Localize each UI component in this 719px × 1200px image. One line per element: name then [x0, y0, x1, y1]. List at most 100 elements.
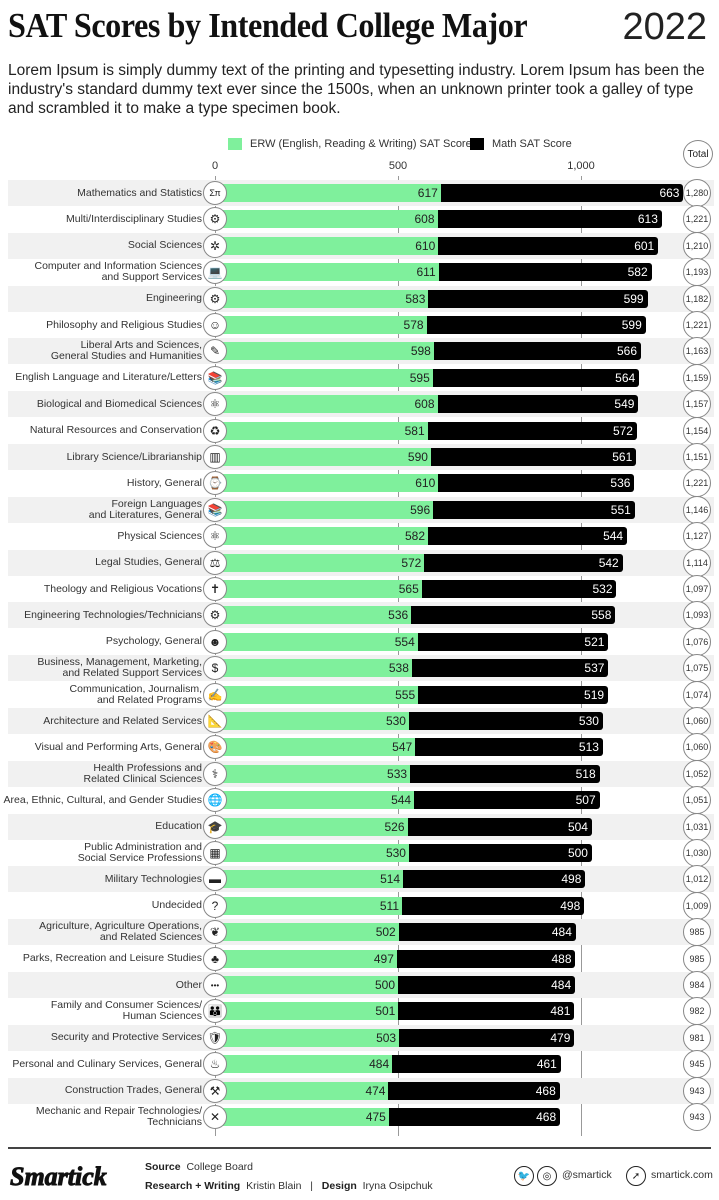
total-badge: 985 — [683, 918, 711, 947]
math-bar — [438, 474, 635, 493]
erw-value: 502 — [375, 925, 396, 940]
erw-value: 595 — [409, 370, 430, 385]
math-value: 542 — [598, 555, 619, 570]
major-label: Theology and Religious Vocations — [43, 582, 202, 595]
math-bar — [388, 1108, 561, 1126]
instagram-icon[interactable]: ◎ — [537, 1166, 557, 1186]
erw-value: 503 — [376, 1030, 397, 1045]
erw-bar — [215, 395, 438, 414]
total-badge: 981 — [683, 1023, 711, 1052]
math-value: 530 — [578, 714, 599, 728]
bar-row: Multi/Interdisciplinary Studies 608 613 ⚙ 1,… — [8, 205, 714, 234]
legend-math: Math SAT Score — [470, 138, 572, 150]
research-label: Research + Writing — [145, 1180, 241, 1192]
math-value: 544 — [603, 529, 624, 544]
math-bar — [430, 448, 637, 466]
major-label: Communication, Journalism, and Related P… — [69, 682, 202, 706]
major-label: Area, Ethnic, Cultural, and Gender Studi… — [3, 793, 202, 806]
credits: Research + Writing Kristin Blain | Desig… — [145, 1180, 433, 1192]
major-label: Military Technologies — [104, 872, 202, 885]
math-bar — [408, 712, 603, 730]
bar-row: Architecture and Related Services 530 530 📐… — [8, 707, 714, 735]
math-bar — [398, 923, 576, 942]
math-bar — [411, 606, 616, 625]
erw-value: 514 — [380, 872, 401, 887]
source-label: Source — [145, 1161, 181, 1173]
design-value: Iryna Osipchuk — [362, 1180, 433, 1192]
bar-row: History, General 610 536 ⌚ 1,221 — [8, 469, 714, 498]
major-label: Legal Studies, General — [95, 556, 202, 569]
website-link[interactable]: smartick.com — [651, 1169, 713, 1181]
major-label: Philosophy and Religious Studies — [46, 318, 202, 331]
math-value: 498 — [560, 898, 581, 913]
smartick-logo: Smartick — [10, 1162, 108, 1192]
bar-row: Construction Trades, General 474 468 ⚒ 943 — [8, 1076, 714, 1105]
math-value: 572 — [612, 423, 633, 438]
family-icon: 👪 — [203, 999, 227, 1024]
erw-value: 596 — [410, 502, 431, 517]
math-value: 564 — [615, 370, 636, 385]
math-value: 561 — [612, 450, 633, 464]
total-badge: 1,114 — [683, 548, 711, 577]
legend-label-erw: ERW (English, Reading & Writing) SAT Sco… — [250, 138, 472, 150]
network-icon: ✲ — [203, 233, 227, 258]
math-bar — [428, 527, 628, 546]
math-bar — [438, 263, 652, 282]
math-value: 479 — [550, 1030, 571, 1045]
math-bar — [426, 316, 646, 334]
total-badge: 984 — [683, 971, 711, 999]
erw-bar — [215, 606, 412, 625]
bar-row: Undecided 511 498? 1,009 — [8, 891, 714, 920]
math-value: 504 — [567, 819, 588, 834]
erw-bar — [215, 1081, 389, 1100]
math-value: 599 — [623, 291, 644, 306]
cross-icon: ✝ — [203, 577, 227, 601]
total-badge: 982 — [683, 997, 711, 1026]
erw-value: 608 — [414, 397, 435, 412]
total-header: Total — [683, 140, 713, 168]
footer-divider — [8, 1147, 711, 1149]
erw-bar — [215, 923, 399, 942]
major-label: History, General — [126, 476, 202, 489]
bar-row: Agriculture, Agriculture Operations, and… — [8, 918, 714, 947]
major-label: Multi/Interdisciplinary Studies — [66, 212, 202, 225]
math-value: 549 — [614, 397, 635, 412]
erw-bar — [215, 896, 403, 915]
erw-value: 581 — [404, 423, 425, 438]
building-person-icon: ▦ — [203, 841, 227, 865]
source-credit: Source College Board — [145, 1161, 253, 1173]
total-badge: 1,182 — [683, 284, 711, 313]
chef-icon: ♨ — [203, 1052, 227, 1077]
major-label: Undecided — [151, 899, 202, 912]
pen-book-icon: ✎ — [203, 339, 227, 364]
total-badge: 1,163 — [683, 337, 711, 366]
bar-row: Philosophy and Religious Studies 578 599 ☺ 1… — [8, 311, 714, 339]
twitter-icon[interactable]: 🐦 — [514, 1166, 534, 1186]
erw-value: 533 — [387, 766, 408, 781]
page-title: SAT Scores by Intended College Major — [8, 6, 528, 45]
total-badge: 1,159 — [683, 363, 711, 392]
math-value: 536 — [610, 476, 631, 491]
erw-bar — [215, 342, 434, 361]
total-badge: 1,221 — [683, 469, 711, 498]
erw-bar — [215, 184, 441, 202]
wrench-screwdriver-icon: ✕ — [203, 1105, 227, 1129]
brain-head-icon: ☻ — [203, 629, 227, 654]
sigma-pi-icon: Σπ — [203, 181, 227, 205]
erw-value: 511 — [379, 898, 400, 913]
social-handle[interactable]: @smartick — [562, 1169, 612, 1181]
total-badge: 943 — [683, 1076, 711, 1105]
erw-value: 544 — [391, 793, 412, 808]
major-label: Computer and Information Sciences and Su… — [34, 260, 202, 284]
wheat-icon: ❦ — [203, 920, 227, 945]
total-badge: 985 — [683, 944, 711, 973]
graduation-cap-icon: 🎓 — [203, 814, 227, 839]
bar-row: Psychology, General 554 521 ☻ 1,076 — [8, 627, 714, 656]
math-value: 663 — [659, 186, 680, 200]
crane-icon: ⚒ — [203, 1078, 227, 1103]
erw-bar — [215, 949, 397, 968]
erw-bar — [215, 500, 434, 519]
worker-gear-icon: ⚙ — [203, 603, 227, 628]
legend-label-math: Math SAT Score — [492, 138, 572, 150]
math-bar — [396, 949, 576, 968]
